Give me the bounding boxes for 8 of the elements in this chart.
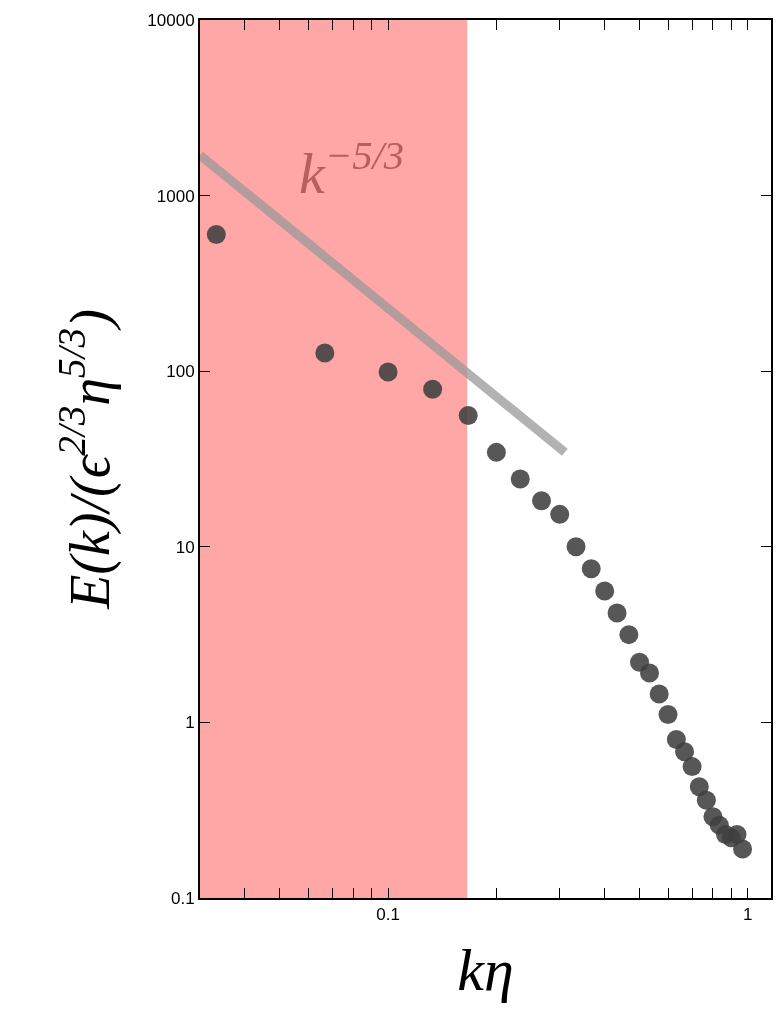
y-tick-label: 1000 (156, 186, 195, 206)
y-tick-label: 1 (185, 713, 195, 733)
annotation: k$^{−5/3}$ (299, 133, 404, 207)
y-tick-label: 100 (166, 362, 195, 382)
y-tick-label: 10 (175, 537, 195, 557)
x-axis-title: kη (457, 937, 514, 1004)
y-tick-label: 0.1 (170, 888, 195, 908)
y-tick-label: 10000 (147, 10, 195, 30)
